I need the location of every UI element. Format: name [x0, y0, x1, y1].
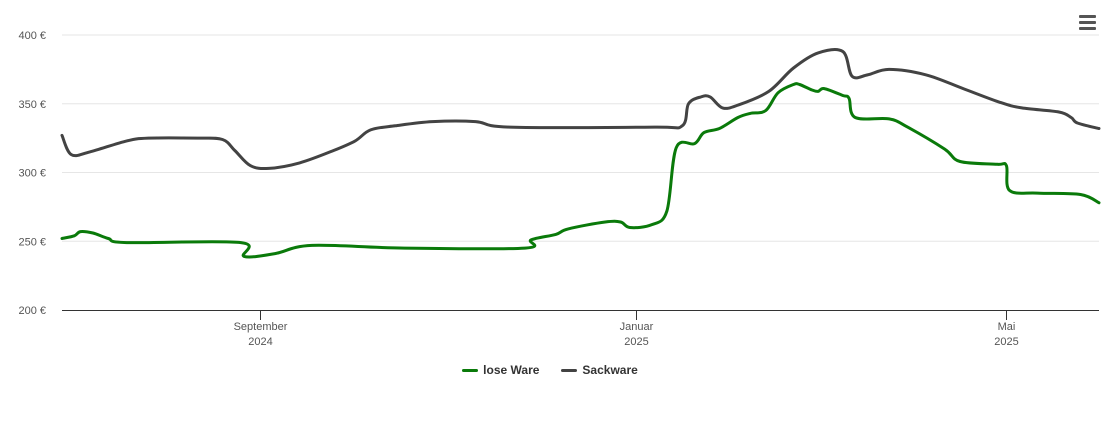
series-line-sackware [60, 47, 1101, 171]
legend: lose Ware Sackware [0, 363, 1100, 377]
x-tick-label-year: 2025 [624, 336, 648, 348]
line-chart: 200 € 250 € 300 € 350 € 400 € September 2024 J… [18, 30, 1101, 348]
legend-item-sackware[interactable]: Sackware [561, 363, 638, 377]
x-tick-label: Mai [998, 321, 1016, 333]
legend-label-lose-ware: lose Ware [483, 363, 540, 377]
y-tick-label: 200 € [18, 305, 46, 317]
menu-bar [1079, 21, 1096, 24]
y-tick-label: 350 € [18, 99, 46, 111]
x-tick-label-year: 2024 [248, 336, 272, 348]
gridlines [62, 34, 1099, 242]
x-tick-label: Januar [620, 321, 654, 333]
y-tick-label: 300 € [18, 168, 46, 180]
series-line-lose-ware [60, 82, 1101, 259]
menu-bar [1079, 15, 1096, 18]
legend-label-sackware: Sackware [582, 363, 638, 377]
legend-swatch-sackware [561, 368, 578, 372]
legend-swatch-lose-ware [462, 368, 479, 372]
x-axis: September 2024 Januar 2025 Mai 2025 [62, 310, 1099, 348]
series-lines [60, 47, 1101, 259]
x-tick-label: September [234, 321, 288, 333]
legend-item-lose-ware[interactable]: lose Ware [462, 363, 539, 377]
menu-bar [1079, 27, 1096, 30]
x-tick-label-year: 2025 [994, 336, 1018, 348]
hamburger-menu-icon[interactable] [1076, 12, 1100, 34]
y-tick-label: 400 € [18, 30, 46, 42]
y-tick-label: 250 € [18, 236, 46, 248]
y-axis: 200 € 250 € 300 € 350 € 400 € [18, 30, 46, 317]
